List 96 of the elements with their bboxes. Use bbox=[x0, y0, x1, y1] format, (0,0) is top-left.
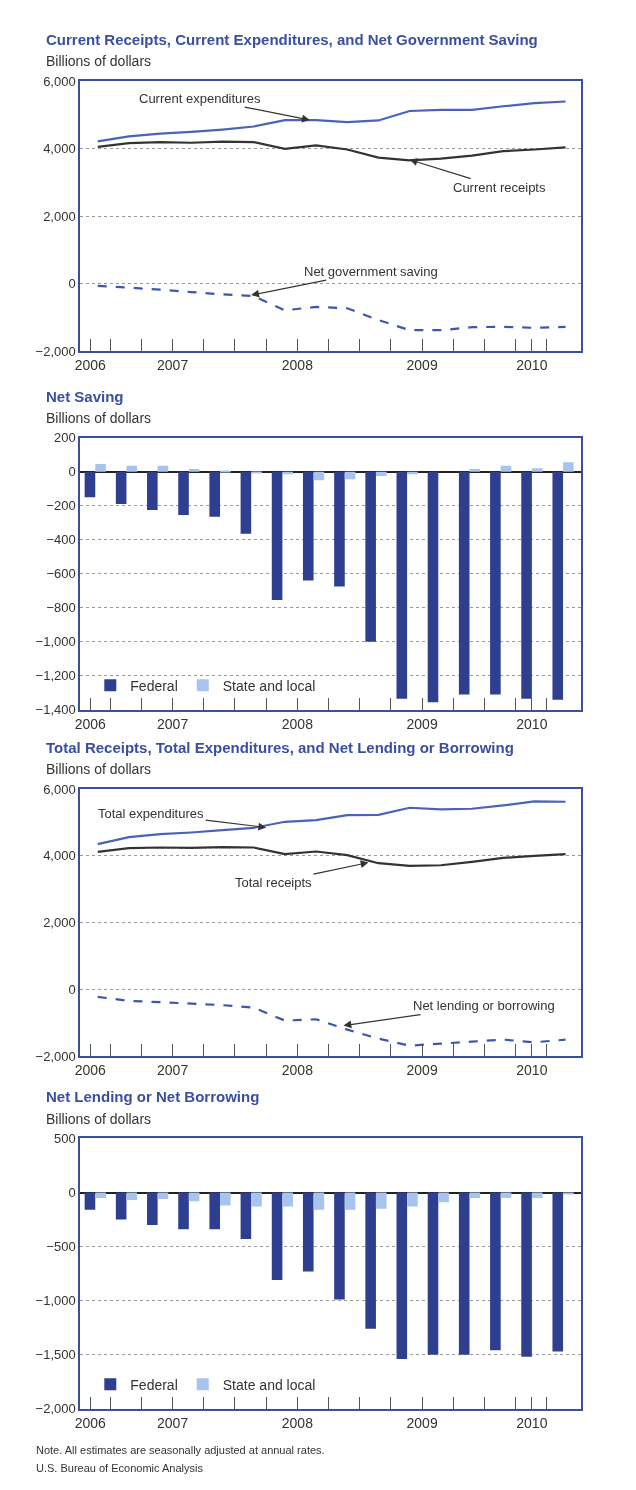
x-tick-label: 2007 bbox=[157, 357, 189, 374]
y-tick-label: −2,000 bbox=[35, 1048, 76, 1064]
x-tick-label: 2007 bbox=[157, 715, 189, 732]
bar bbox=[178, 471, 189, 516]
y-tick-label: 500 bbox=[53, 1131, 76, 1147]
y-tick-label: −1,400 bbox=[35, 702, 76, 718]
bar bbox=[521, 471, 532, 699]
y-tick-label: −1,200 bbox=[35, 668, 76, 684]
y-tick-label: 200 bbox=[53, 430, 76, 446]
annotation: Net government saving bbox=[304, 264, 438, 279]
y-axis-title: Billions of dollars bbox=[46, 1111, 152, 1127]
text: U.S. Bureau of Economic Analysis bbox=[36, 1462, 204, 1474]
y-tick-label: 0 bbox=[68, 276, 76, 292]
chart-title: Total Receipts, Total Expenditures, and Net Lending or Borrowing bbox=[46, 739, 514, 756]
legend-label: State and local bbox=[222, 677, 316, 694]
legend-label: Federal bbox=[130, 677, 178, 694]
y-tick-label: 6,000 bbox=[43, 781, 76, 797]
bar bbox=[157, 465, 169, 472]
y-tick-label: −2,000 bbox=[35, 344, 76, 360]
x-tick-label: 2007 bbox=[157, 1414, 189, 1431]
x-tick-label: 2009 bbox=[406, 357, 438, 374]
bar bbox=[251, 471, 262, 474]
x-tick-label: 2008 bbox=[281, 715, 314, 732]
chart-title: Net Lending or Net Borrowing bbox=[46, 1088, 260, 1105]
bar bbox=[490, 471, 501, 695]
x-tick-label: 2008 bbox=[281, 1062, 314, 1079]
bar bbox=[302, 471, 314, 581]
text: Note. All estimates are seasonally adjusted at annual rates. bbox=[36, 1444, 325, 1456]
y-tick-label: −600 bbox=[46, 566, 76, 582]
x-tick-label: 2006 bbox=[74, 1062, 107, 1079]
y-tick-label: −500 bbox=[46, 1239, 76, 1255]
bar bbox=[84, 471, 96, 498]
x-tick-label: 2006 bbox=[74, 1414, 107, 1431]
x-tick-label: 2010 bbox=[516, 357, 548, 374]
line-series bbox=[96, 800, 567, 846]
y-tick-label: 2,000 bbox=[43, 208, 76, 224]
y-tick-label: −400 bbox=[46, 532, 76, 548]
y-tick-label: −1,500 bbox=[35, 1347, 76, 1363]
x-tick-label: 2010 bbox=[516, 1062, 548, 1079]
x-tick-label: 2006 bbox=[74, 357, 107, 374]
annotation: Total expenditures bbox=[98, 806, 205, 821]
bar bbox=[563, 462, 574, 472]
bar bbox=[458, 471, 470, 695]
annotation: Current receipts bbox=[453, 180, 546, 195]
x-tick-label: 2009 bbox=[406, 715, 438, 732]
bar bbox=[396, 471, 408, 699]
chart-title: Net Saving bbox=[46, 388, 124, 405]
line-series bbox=[96, 284, 567, 332]
x-tick-label: 2008 bbox=[281, 1414, 314, 1431]
x-tick-label: 2010 bbox=[516, 1414, 548, 1431]
bar bbox=[427, 471, 439, 703]
line-series bbox=[96, 995, 567, 1047]
y-axis-title: Billions of dollars bbox=[46, 410, 152, 426]
y-tick-label: 4,000 bbox=[43, 848, 76, 864]
y-tick-label: 0 bbox=[68, 464, 76, 480]
bar bbox=[147, 471, 158, 510]
annotation: Current expenditures bbox=[139, 91, 261, 106]
bar bbox=[334, 471, 345, 587]
chart-title: Current Receipts, Current Expenditures, and Net Government Saving bbox=[46, 31, 538, 48]
y-tick-label: −800 bbox=[46, 600, 76, 616]
y-tick-label: 0 bbox=[68, 982, 76, 998]
y-tick-label: −2,000 bbox=[35, 1401, 76, 1417]
bar bbox=[469, 469, 481, 472]
bar bbox=[220, 470, 231, 473]
y-tick-label: −1,000 bbox=[35, 1293, 76, 1309]
bar bbox=[552, 471, 564, 700]
x-tick-label: 2009 bbox=[406, 1062, 438, 1079]
x-tick-label: 2009 bbox=[406, 1414, 438, 1431]
bar bbox=[271, 471, 283, 601]
legend-label: State and local bbox=[222, 1376, 316, 1393]
bar bbox=[531, 468, 543, 472]
y-tick-label: 2,000 bbox=[43, 915, 76, 931]
y-tick-label: 4,000 bbox=[43, 141, 76, 157]
line-series bbox=[96, 846, 567, 867]
y-tick-label: −1,000 bbox=[35, 634, 76, 650]
y-tick-label: 0 bbox=[68, 1185, 76, 1201]
bar bbox=[95, 463, 106, 472]
bar bbox=[209, 471, 221, 517]
bar bbox=[188, 469, 200, 472]
bar bbox=[375, 471, 387, 476]
bar bbox=[500, 465, 512, 472]
bar bbox=[126, 465, 138, 472]
x-tick-label: 2007 bbox=[157, 1062, 189, 1079]
x-tick-label: 2008 bbox=[281, 357, 314, 374]
y-tick-label: −200 bbox=[46, 498, 76, 514]
y-axis-title: Billions of dollars bbox=[46, 53, 152, 69]
legend-label: Federal bbox=[130, 1376, 178, 1393]
x-tick-label: 2010 bbox=[516, 715, 548, 732]
bar bbox=[365, 471, 376, 642]
annotation: Net lending or borrowing bbox=[413, 998, 555, 1013]
y-tick-label: 6,000 bbox=[43, 73, 76, 89]
bar bbox=[115, 471, 127, 504]
annotation: Total receipts bbox=[235, 875, 313, 890]
x-tick-label: 2006 bbox=[74, 715, 107, 732]
y-axis-title: Billions of dollars bbox=[46, 761, 152, 777]
bar bbox=[240, 471, 252, 534]
